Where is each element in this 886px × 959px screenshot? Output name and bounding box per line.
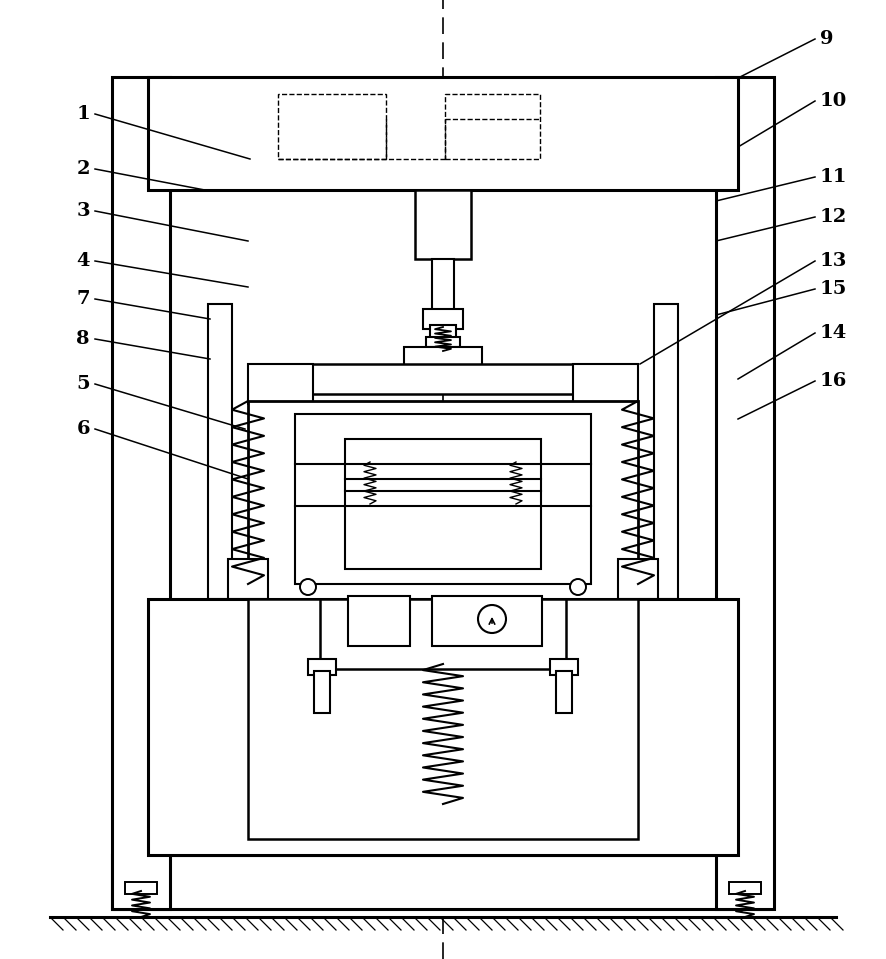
Bar: [314, 671, 330, 713]
Circle shape: [478, 605, 506, 633]
Bar: [310, 364, 576, 394]
Text: 4: 4: [76, 252, 90, 270]
Circle shape: [570, 579, 586, 595]
Bar: [654, 304, 678, 599]
Bar: [320, 599, 566, 669]
Text: 1: 1: [76, 105, 90, 123]
Text: 5: 5: [76, 375, 90, 393]
Bar: [308, 659, 336, 675]
Bar: [423, 309, 463, 329]
Text: 8: 8: [76, 330, 90, 348]
Bar: [248, 364, 313, 404]
Text: 2: 2: [76, 160, 90, 178]
Bar: [295, 414, 591, 584]
Bar: [445, 94, 540, 159]
Bar: [248, 401, 638, 599]
Bar: [278, 94, 386, 159]
Text: 13: 13: [820, 252, 847, 270]
Text: 12: 12: [820, 208, 847, 226]
Text: 16: 16: [820, 372, 847, 390]
Bar: [415, 190, 471, 259]
Text: 6: 6: [76, 420, 90, 438]
Bar: [556, 671, 572, 713]
Text: 15: 15: [820, 280, 847, 298]
Bar: [112, 855, 768, 909]
Bar: [248, 599, 638, 839]
Text: 3: 3: [76, 202, 90, 220]
Bar: [729, 882, 761, 894]
Text: 9: 9: [820, 30, 834, 48]
Circle shape: [300, 579, 316, 595]
Bar: [228, 559, 268, 599]
Bar: [125, 882, 157, 894]
Bar: [573, 364, 638, 404]
Bar: [430, 325, 456, 339]
Bar: [426, 337, 460, 347]
Text: 7: 7: [76, 290, 90, 308]
Bar: [404, 347, 482, 367]
Text: 14: 14: [820, 324, 847, 342]
Bar: [432, 259, 454, 314]
Text: 10: 10: [820, 92, 847, 110]
Bar: [618, 559, 658, 599]
Bar: [432, 596, 542, 646]
Bar: [345, 439, 541, 569]
Bar: [208, 304, 232, 599]
Bar: [148, 599, 738, 855]
Bar: [148, 77, 738, 190]
Bar: [348, 596, 410, 646]
Bar: [716, 77, 774, 909]
Bar: [112, 77, 170, 909]
Bar: [550, 659, 578, 675]
Text: 11: 11: [820, 168, 848, 186]
